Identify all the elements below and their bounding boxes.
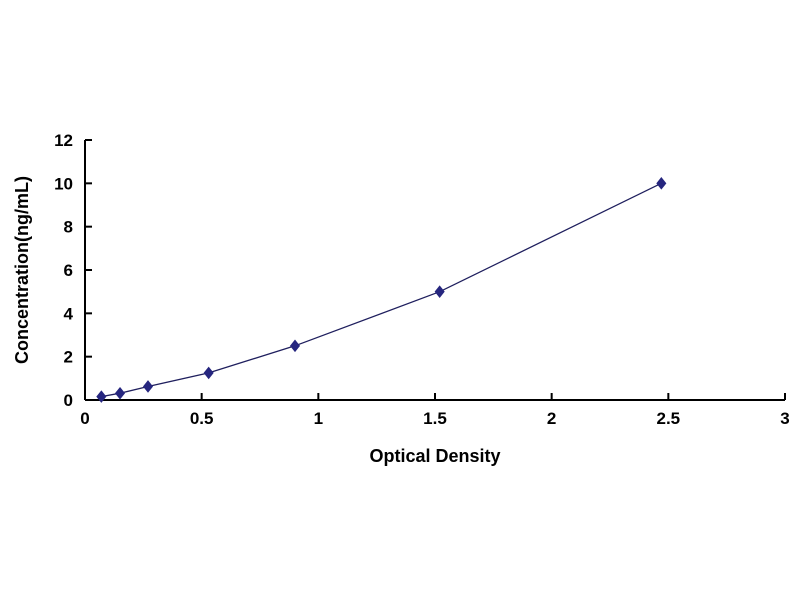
standard-curve-line: [101, 182, 662, 398]
x-tick-label: 2.5: [657, 409, 681, 428]
y-tick-label: 4: [64, 304, 74, 323]
y-tick-label: 6: [64, 261, 73, 280]
y-tick-label: 12: [54, 131, 73, 150]
data-point-marker: [434, 285, 445, 298]
x-tick-label: 3: [780, 409, 789, 428]
data-point-marker: [114, 386, 126, 400]
y-axis-title: Concentration(ng/mL): [12, 176, 32, 364]
x-tick-label: 1.5: [423, 409, 447, 428]
y-tick-label: 0: [64, 391, 73, 410]
x-tick-label: 0.5: [190, 409, 214, 428]
data-point-marker: [203, 366, 214, 380]
x-axis-title: Optical Density: [369, 446, 500, 466]
x-tick-label: 2: [547, 409, 556, 428]
x-tick-label: 0: [80, 409, 89, 428]
x-tick-label: 1: [314, 409, 323, 428]
y-tick-label: 8: [64, 218, 73, 237]
y-tick-label: 2: [64, 348, 73, 367]
data-point-marker: [142, 380, 154, 393]
y-tick-label: 10: [54, 174, 73, 193]
data-point-marker: [289, 339, 301, 353]
data-point-marker: [96, 390, 107, 403]
data-point-marker: [656, 177, 667, 190]
